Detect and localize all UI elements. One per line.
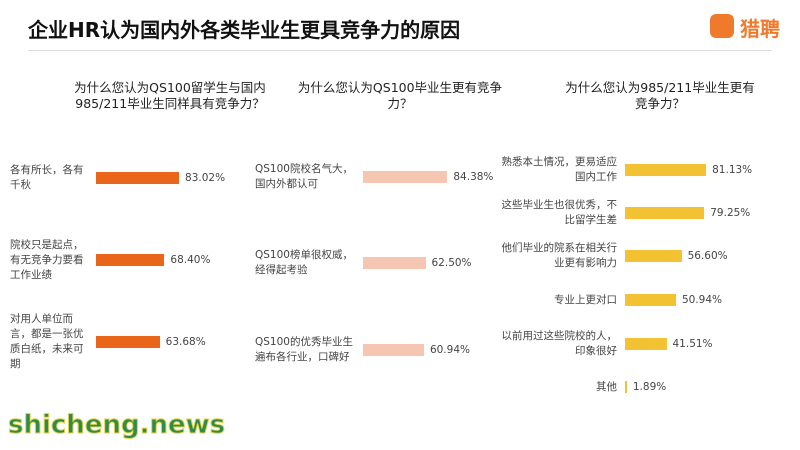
- bar: [363, 171, 448, 183]
- category-label: 以前用过这些院校的人，印象很好: [501, 330, 618, 357]
- bar: [96, 336, 160, 348]
- chart-title: 为什么您认为QS100留学生与国内985/211毕业生同样具有竞争力？: [74, 80, 266, 111]
- value-label: 84.38%: [453, 171, 494, 183]
- bar: [96, 172, 180, 184]
- category-label: QS100榜单很权威，经得起考验: [255, 249, 353, 276]
- category-label: QS100的优秀毕业生遍布各行业，口碑好: [255, 336, 353, 363]
- category-label: 各有所长，各有千秋: [10, 164, 84, 191]
- category-label: 院校只是起点，有无竞争力要看工作业绩: [10, 238, 84, 281]
- value-label: 41.51%: [672, 338, 713, 350]
- watermark: shicheng.news: [7, 410, 226, 441]
- chart-title: 为什么您认为QS100毕业生更有竞争力？: [297, 80, 503, 111]
- value-label: 79.25%: [710, 207, 751, 219]
- category-label: 熟悉本土情况，更易适应国内工作: [501, 156, 618, 183]
- value-label: 83.02%: [185, 172, 226, 184]
- value-label: 50.94%: [681, 294, 722, 306]
- category-label: 专业上更对口: [554, 293, 617, 306]
- chart-title: 为什么您认为985/211毕业生更有竞争力？: [565, 80, 755, 111]
- category-label: 其他: [596, 380, 617, 393]
- value-label: 63.68%: [165, 336, 206, 348]
- value-label: 81.13%: [712, 164, 753, 176]
- bar: [625, 164, 707, 176]
- value-label: 1.89%: [632, 381, 667, 393]
- category-label: 他们毕业的院系在相关行业更有影响力: [501, 242, 618, 269]
- bar: [625, 250, 682, 262]
- bar: [625, 207, 705, 219]
- logo-text: 猎聘: [740, 17, 780, 41]
- bar: [363, 344, 424, 356]
- value-label: 68.40%: [170, 254, 211, 266]
- page-title: 企业HR认为国内外各类毕业生更具竞争力的原因: [28, 18, 461, 42]
- bar: [625, 338, 667, 350]
- bar: [625, 294, 676, 306]
- category-label: 这些毕业生也很优秀，不比留学生差: [501, 199, 618, 226]
- value-label: 62.50%: [431, 257, 472, 269]
- bar: [96, 254, 165, 266]
- category-label: 对用人单位而言，都是一张优质白纸，未来可期: [10, 313, 84, 370]
- divider: [28, 50, 772, 51]
- bar: [363, 257, 426, 269]
- value-label: 60.94%: [429, 344, 470, 356]
- logo-icon: [710, 14, 734, 38]
- value-label: 56.60%: [687, 250, 728, 262]
- category-label: QS100院校名气大，国内外都认可: [255, 163, 353, 190]
- bar: [625, 381, 627, 393]
